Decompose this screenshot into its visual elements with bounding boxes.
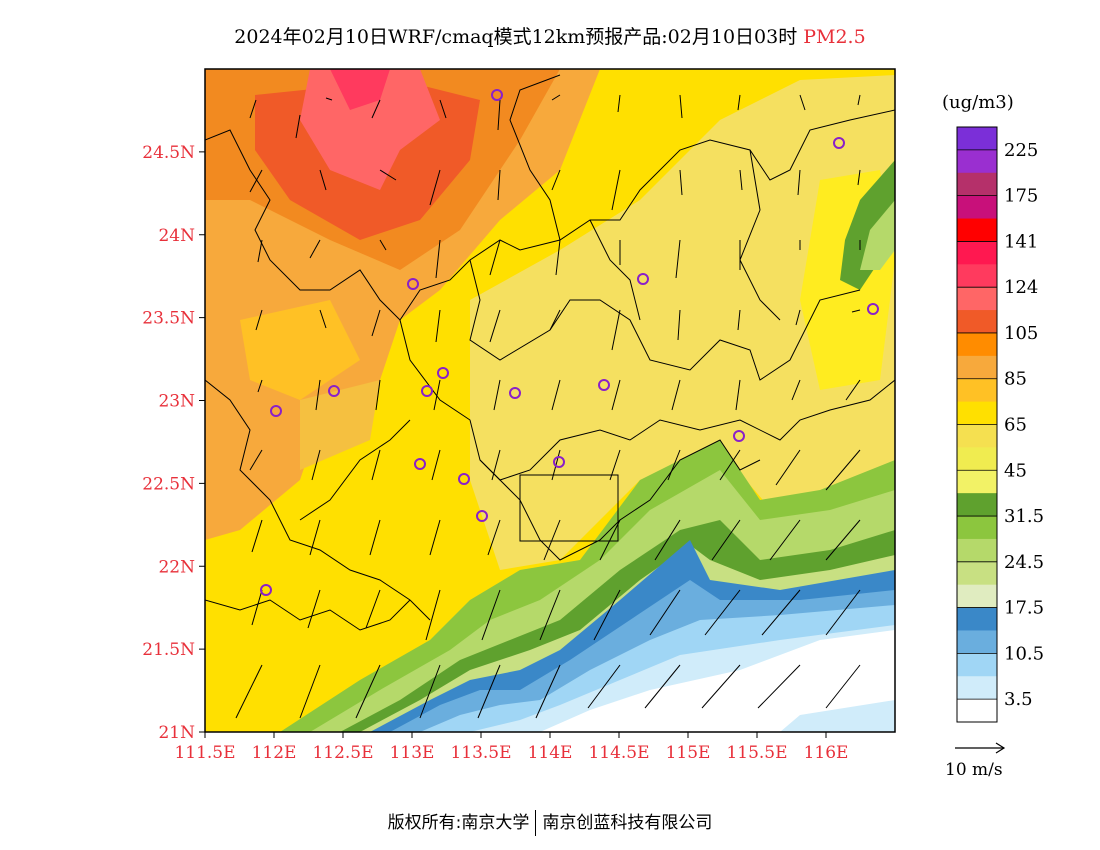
longitude-axis: 111.5E 112E 112.5E 113E 113.5E 114E 114.5E 115E… [174, 732, 848, 763]
lat-tick-label: 22N [158, 557, 195, 577]
latitude-axis: 21N 21.5N 22N 22.5N 23N 23.5N 24N 24.5N [142, 143, 205, 743]
colorbar-swatch [957, 355, 997, 380]
lat-tick-label: 24.5N [142, 143, 195, 163]
colorbar-swatch [957, 676, 997, 700]
footer-separator [535, 810, 537, 836]
colorbar-swatch [957, 195, 997, 220]
colorbar-label: 141 [1004, 231, 1038, 252]
lat-tick-label: 23.5N [142, 309, 195, 329]
colorbar-swatch [957, 584, 997, 609]
pm25-field [205, 69, 895, 732]
colorbar-unit: (ug/m3) [942, 92, 1014, 113]
colorbar-label: 124 [1004, 277, 1038, 298]
colorbar-swatch [957, 470, 997, 494]
colorbar-swatch [957, 241, 997, 265]
colorbar-label: 45 [1004, 460, 1027, 481]
colorbar-swatch [957, 653, 997, 677]
colorbar-swatch [957, 538, 997, 563]
colorbar-swatch [957, 516, 997, 540]
colorbar-label: 31.5 [1004, 506, 1044, 527]
colorbar-swatch [957, 699, 997, 723]
chart-title: 2024年02月10日WRF/cmaq模式12km预报产品:02月10日03时 P… [0, 22, 1100, 49]
colorbar-swatch [957, 447, 997, 471]
lon-tick-label: 112E [252, 743, 297, 763]
title-species: PM2.5 [803, 26, 866, 48]
lon-tick-label: 116E [804, 743, 849, 763]
lon-tick-label: 111.5E [174, 743, 235, 763]
colorbar-label: 85 [1004, 369, 1027, 390]
footer-right: 南京创蓝科技有限公司 [542, 813, 713, 833]
lon-tick-label: 112.5E [312, 743, 373, 763]
colorbar-swatch [957, 630, 997, 654]
lat-tick-label: 22.5N [142, 474, 195, 494]
title-main: 2024年02月10日WRF/cmaq模式12km预报产品:02月10日03时 [234, 26, 798, 48]
colorbar-swatch [957, 493, 997, 517]
lon-tick-label: 113E [390, 743, 435, 763]
colorbar-swatch [957, 561, 997, 586]
lon-tick-label: 114.5E [588, 743, 649, 763]
colorbar-swatch [957, 424, 997, 448]
lon-tick-label: 115.5E [726, 743, 787, 763]
reference-vector-arrow [955, 742, 1006, 754]
wind-vectors [235, 94, 861, 719]
colorbar-label: 3.5 [1004, 689, 1033, 710]
colorbar-swatch [957, 127, 997, 151]
colorbar-swatch [957, 378, 997, 403]
colorbar-swatch [957, 332, 997, 357]
colorbar-label: 10.5 [1004, 643, 1044, 664]
colorbar-label: 225 [1004, 140, 1038, 161]
colorbar-swatch [957, 149, 997, 174]
colorbar-label: 24.5 [1004, 552, 1044, 573]
lat-tick-label: 24N [158, 226, 195, 246]
lon-tick-label: 114E [528, 743, 573, 763]
colorbar-label: 65 [1004, 415, 1027, 436]
lon-tick-label: 113.5E [450, 743, 511, 763]
lon-tick-label: 115E [666, 743, 711, 763]
colorbar: 225 175 141 124 105 85 65 45 31.5 24.5 17.5 10.5 3.5 [956, 126, 1044, 723]
colorbar-label: 17.5 [1004, 598, 1044, 619]
footer-left: 版权所有:南京大学 [387, 813, 530, 833]
colorbar-swatch [957, 172, 997, 197]
station-markers [260, 89, 879, 596]
lat-tick-label: 21N [158, 723, 195, 743]
colorbar-swatch [957, 607, 997, 631]
colorbar-swatch [957, 310, 997, 334]
colorbar-swatch [957, 401, 997, 425]
copyright-footer: 版权所有:南京大学 南京创蓝科技有限公司 [0, 808, 1100, 836]
colorbar-swatch [957, 264, 997, 288]
colorbar-swatch [957, 218, 997, 242]
lat-tick-label: 23N [158, 392, 195, 412]
lat-tick-label: 21.5N [142, 640, 195, 660]
reference-vector-label: 10 m/s [945, 760, 1003, 780]
colorbar-swatch [957, 287, 997, 311]
colorbar-label: 175 [1004, 186, 1038, 207]
colorbar-label: 105 [1004, 323, 1038, 344]
